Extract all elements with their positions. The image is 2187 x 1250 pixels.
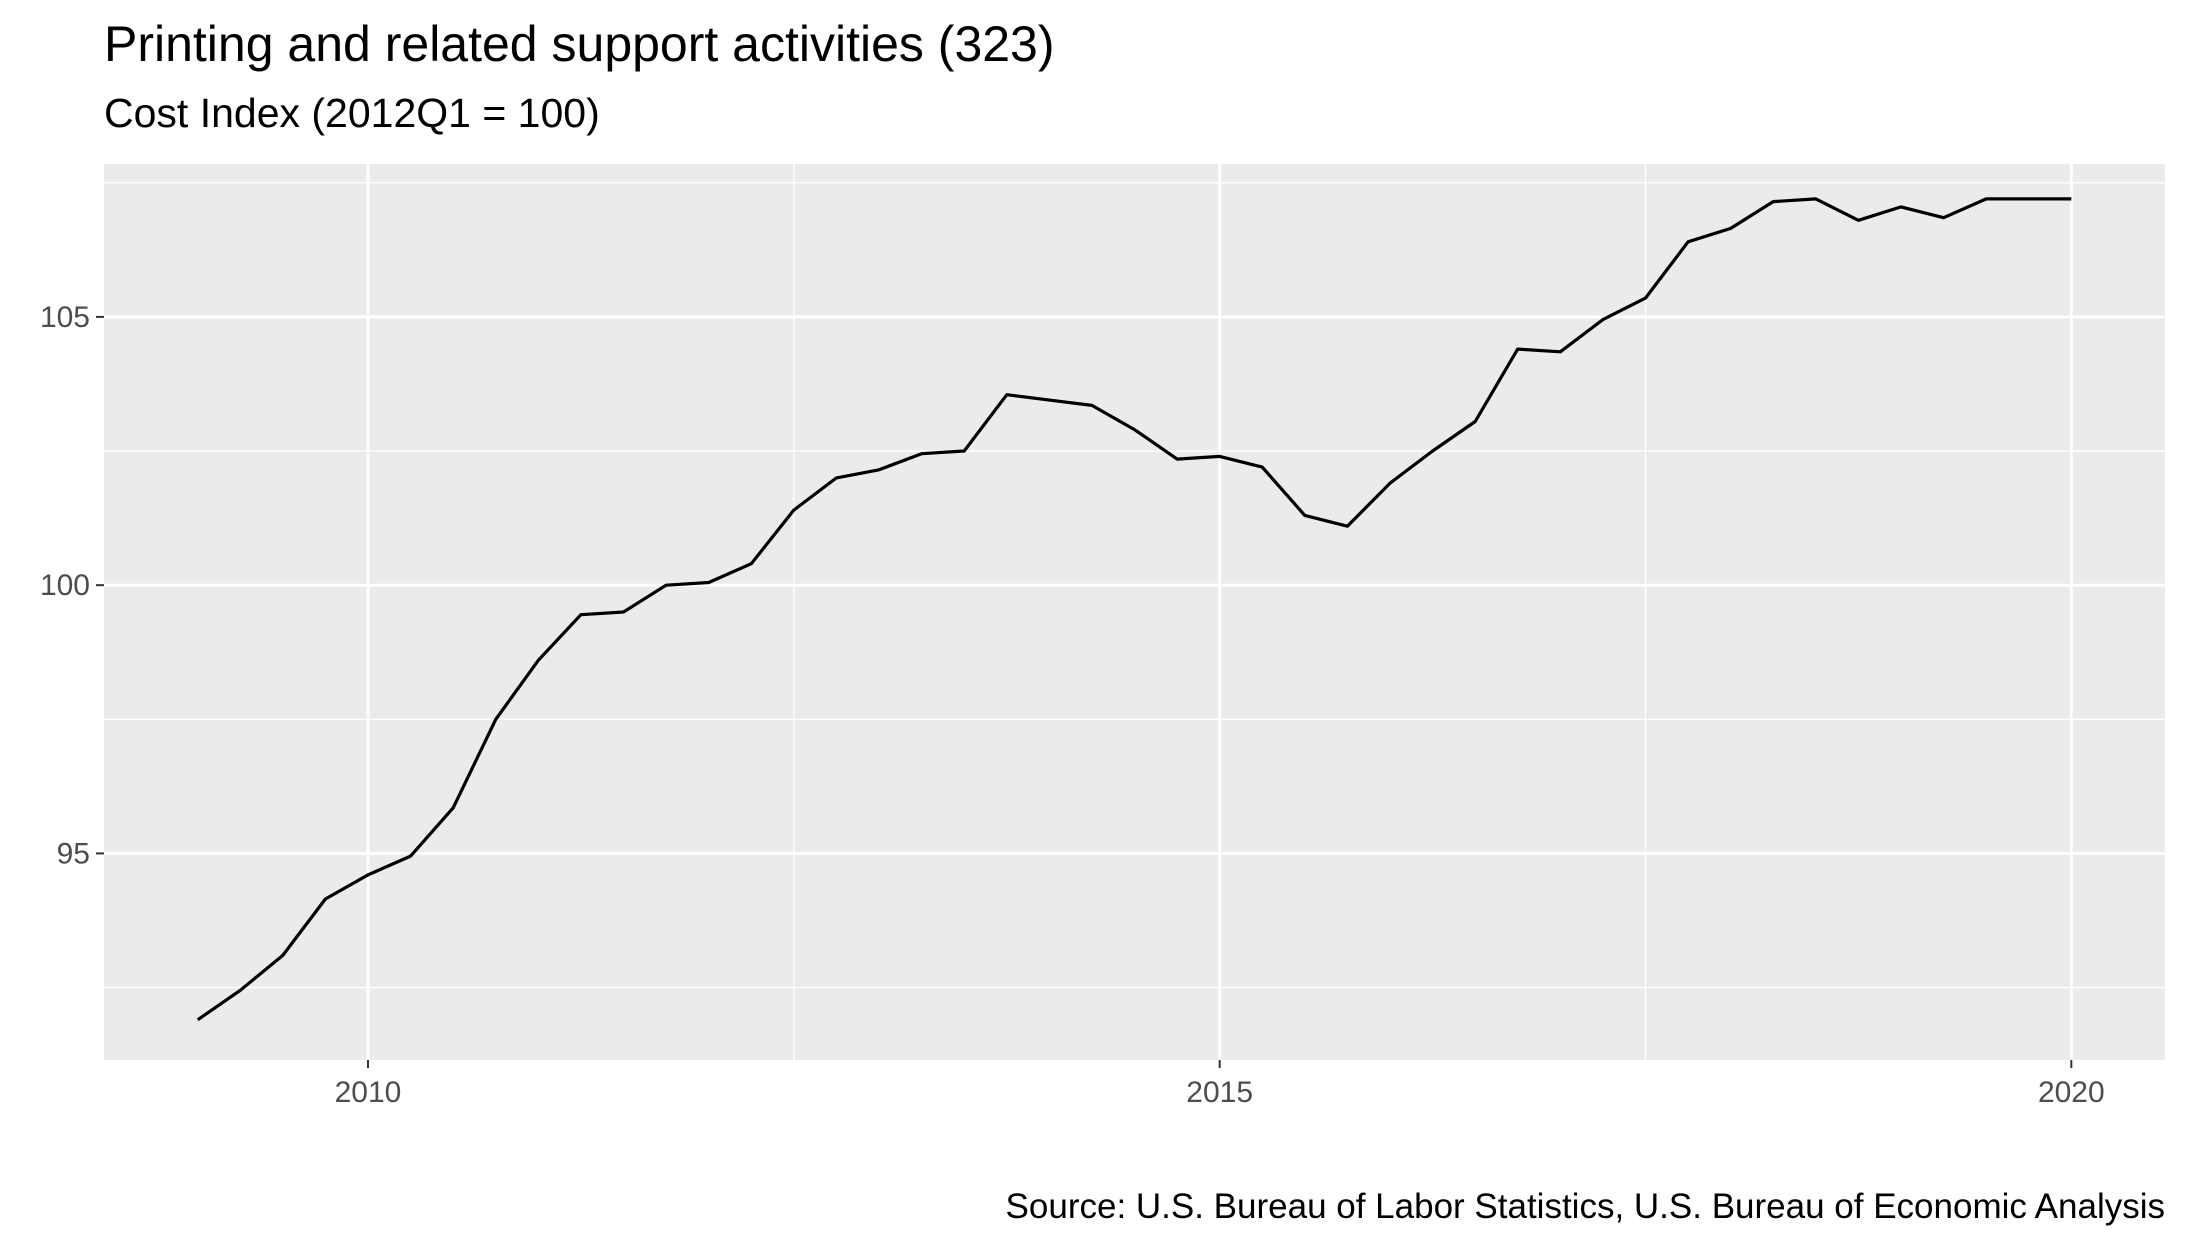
x-tick-label: 2020 [2038, 1076, 2105, 1109]
y-tick-label: 100 [40, 569, 90, 602]
axis-ticks [96, 315, 2073, 1068]
x-tick-label: 2010 [335, 1076, 402, 1109]
data-series [196, 197, 2072, 1022]
grid-minor [104, 164, 2165, 1060]
y-tick-label: 105 [40, 301, 90, 334]
chart-title: Printing and related support activities … [104, 16, 1055, 72]
y-tick-label: 95 [57, 837, 90, 870]
chart-subtitle: Cost Index (2012Q1 = 100) [104, 90, 600, 136]
source-caption: Source: U.S. Bureau of Labor Statistics,… [1005, 1187, 2165, 1226]
series-line [196, 197, 2072, 1022]
grid-major [104, 164, 2165, 1060]
tick-labels: 2010 2015 2020 95 100 105 [40, 301, 2105, 1109]
plot-panel [104, 164, 2165, 1060]
x-tick-label: 2015 [1186, 1076, 1253, 1109]
